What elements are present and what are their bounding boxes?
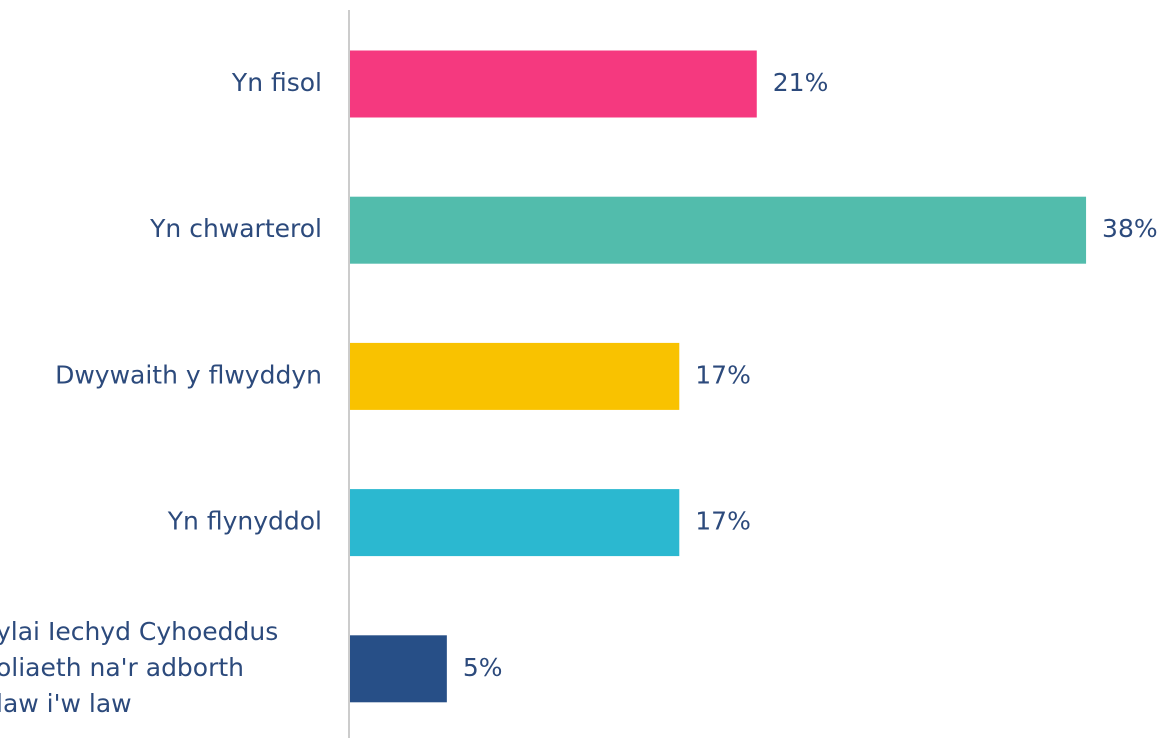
category-label: ylai Iechyd Cyhoeddus oliaeth na'r adbort… <box>0 617 278 718</box>
value-label: 5% <box>463 653 503 682</box>
bar <box>350 196 1087 264</box>
category-label: Dwywaith y flwyddyn <box>55 360 322 389</box>
value-label: 17% <box>695 507 751 536</box>
bar <box>350 50 757 118</box>
category-label: Yn flynyddol <box>167 507 322 536</box>
bar <box>350 342 680 410</box>
bar <box>350 489 680 557</box>
value-label: 21% <box>773 68 829 97</box>
category-label: Yn chwarterol <box>149 214 322 243</box>
category-label: Yn fisol <box>231 68 322 97</box>
value-label: 17% <box>695 360 751 389</box>
value-label: 38% <box>1102 214 1158 243</box>
bar <box>350 635 447 703</box>
